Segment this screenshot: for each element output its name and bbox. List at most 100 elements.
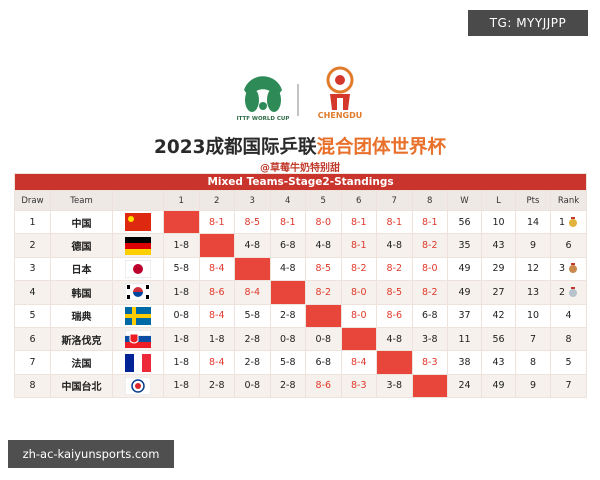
- result: [305, 303, 342, 328]
- result: 1-8: [163, 373, 200, 399]
- result: 8-4: [198, 303, 235, 328]
- result: 8-0: [340, 280, 377, 305]
- draw: 3: [14, 256, 51, 282]
- flag: [125, 259, 151, 278]
- rank-value: 4: [565, 310, 572, 322]
- rank: 7: [549, 373, 588, 399]
- draw: 4: [14, 280, 51, 305]
- team: 中国: [50, 209, 113, 235]
- flag-part: [125, 342, 151, 349]
- result: 2-8: [234, 326, 271, 352]
- result: 8-1: [198, 209, 235, 235]
- rank-value: 1: [559, 216, 566, 228]
- draw: 2: [14, 233, 51, 258]
- l: 56: [481, 326, 516, 352]
- flag-cell: [112, 303, 164, 328]
- result: 4-8: [376, 326, 413, 352]
- team: 德国: [50, 233, 113, 258]
- result: 4-8: [234, 233, 271, 258]
- flag-part: [129, 333, 139, 344]
- flag-part: [127, 285, 130, 290]
- column-header: 5: [305, 190, 342, 211]
- header-row: Draw Team 1 2 3 4 5 6 7 8 W L Pts Rank: [14, 190, 588, 211]
- l: 27: [481, 280, 516, 305]
- flag-cell: [112, 256, 164, 282]
- pts: 9: [515, 373, 551, 399]
- flag-part: [128, 216, 134, 223]
- flag-cell: [112, 326, 164, 352]
- result: 8-1: [411, 209, 448, 235]
- pts: 13: [515, 280, 551, 305]
- column-header: 2: [198, 190, 235, 211]
- column-header: Rank: [549, 190, 588, 211]
- icon-part: [569, 265, 578, 274]
- column-header: Team: [50, 190, 113, 211]
- result: 0-8: [234, 373, 271, 399]
- pts: 12: [515, 256, 551, 282]
- flag-cell: [112, 350, 164, 375]
- result: 1-8: [163, 326, 200, 352]
- column-header: W: [447, 190, 482, 211]
- logo-shape: [337, 98, 343, 110]
- rank-value: 3: [559, 263, 566, 275]
- team: 瑞典: [50, 303, 113, 328]
- pts: 8: [515, 350, 551, 375]
- rank-value: 7: [565, 380, 572, 392]
- result: [269, 280, 306, 305]
- result: 8-0: [340, 303, 377, 328]
- rank: 6: [549, 233, 588, 258]
- title: 2023成都国际乒联混合团体世界杯: [0, 133, 600, 159]
- result: 8-5: [234, 209, 271, 235]
- result: 8-0: [411, 256, 448, 282]
- logo-text: ITTF WORLD CUP: [237, 116, 290, 122]
- team-row: 2 德国 1-8 4-8 6-8 4-8 8-1 4-8 8-2 35 43 9 6: [14, 233, 588, 258]
- draw: 5: [14, 303, 51, 328]
- team-row: 8 中国台北 1-8 2-8 0-8 2-8 8-6 8-3 3-8 24 49 9 7: [14, 373, 588, 399]
- column-header: 8: [411, 190, 448, 211]
- result: [411, 373, 448, 399]
- result: 1-8: [198, 326, 235, 352]
- result: 1-8: [163, 280, 200, 305]
- result: 6-8: [269, 233, 306, 258]
- result: 0-8: [163, 303, 200, 328]
- logo-shape: [259, 102, 267, 110]
- result: 2-8: [269, 303, 306, 328]
- flag-part: [125, 236, 151, 243]
- icon-part: [571, 263, 576, 266]
- column-header: 3: [234, 190, 271, 211]
- w: 49: [447, 280, 482, 305]
- team: 韩国: [50, 280, 113, 305]
- standings-table: Mixed Teams-Stage2-Standings Draw Team 1 2 3…: [13, 173, 588, 399]
- result: 3-8: [376, 373, 413, 399]
- flag-part: [146, 295, 149, 300]
- column-header: L: [481, 190, 516, 211]
- result: 3-8: [411, 326, 448, 352]
- rank-value: 2: [559, 286, 566, 298]
- logo-shape: [326, 66, 354, 94]
- flag-part: [134, 353, 142, 372]
- w: 56: [447, 209, 482, 235]
- subtitle: @草莓牛奶特别甜: [260, 163, 340, 174]
- icon-part: [571, 216, 576, 219]
- l: 29: [481, 256, 516, 282]
- logo-shape: [267, 88, 281, 112]
- rank: 1: [549, 209, 588, 235]
- watermark: zh-ac-kaiyunsports.com: [8, 440, 174, 468]
- l: 42: [481, 303, 516, 328]
- rank-icon: [569, 263, 578, 274]
- w: 37: [447, 303, 482, 328]
- result: 5-8: [269, 350, 306, 375]
- rank: 2: [549, 280, 588, 305]
- result: 8-0: [305, 209, 342, 235]
- chengdu-logo: CHENGDU: [318, 66, 362, 120]
- rank-value: 6: [565, 240, 572, 252]
- flag: [125, 283, 151, 302]
- draw: 7: [14, 350, 51, 375]
- flag-part: [142, 353, 151, 372]
- result: 8-6: [305, 373, 342, 399]
- flag: [125, 330, 151, 349]
- l: 43: [481, 350, 516, 375]
- team-row: 5 瑞典 0-8 8-4 5-8 2-8 8-0 8-6 6-8 37 42 10 4: [14, 303, 588, 328]
- rank-icon: [569, 286, 578, 297]
- flag-part: [125, 248, 151, 255]
